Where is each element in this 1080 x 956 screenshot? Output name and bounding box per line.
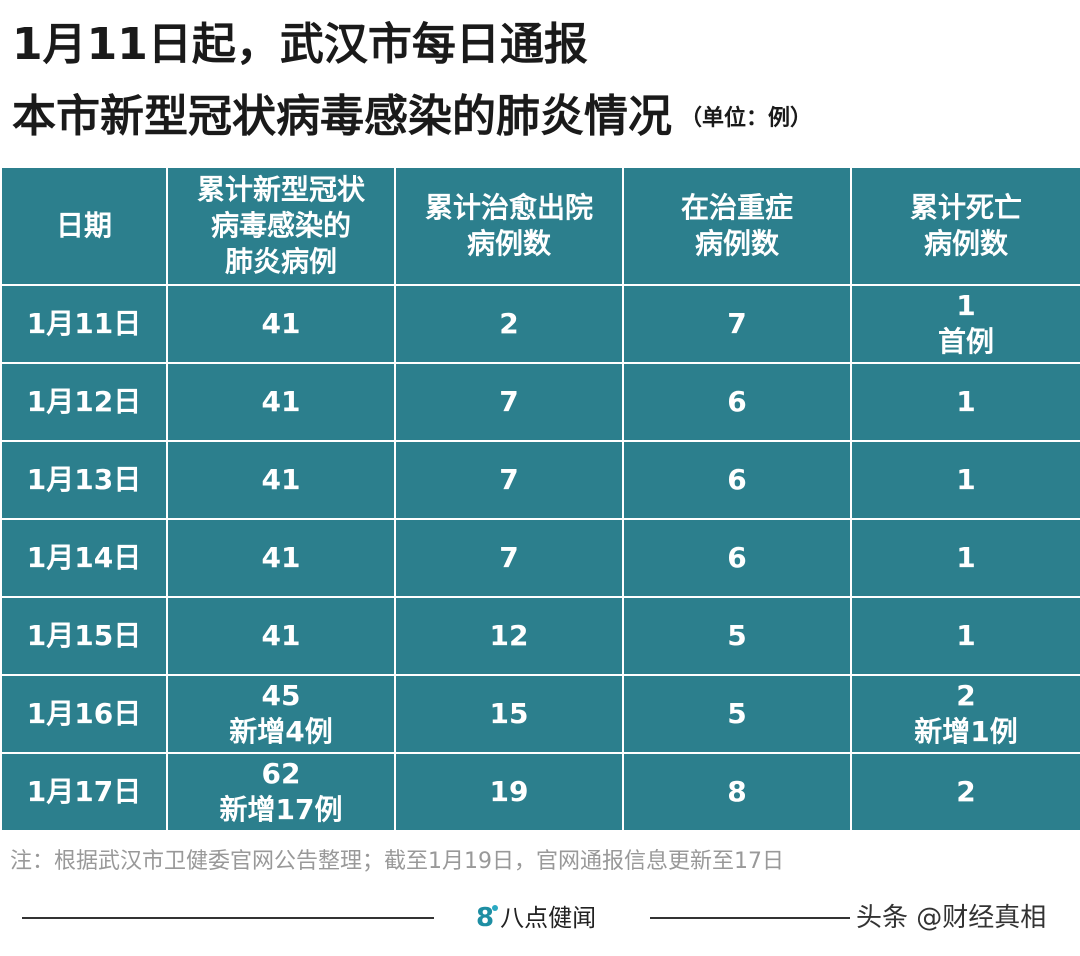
header-cured-line: 病例数 xyxy=(466,227,551,260)
cell-cases: 41 xyxy=(166,284,396,364)
cell-deaths: 2 新增1例 xyxy=(850,674,1080,754)
cell-severe: 6 xyxy=(622,362,852,442)
header-severe-line: 在治重症 xyxy=(680,191,793,224)
cell-severe: 8 xyxy=(622,752,852,832)
cell-cases: 41 xyxy=(166,440,396,520)
cell-cases: 41 xyxy=(166,518,396,598)
cell-cured: 12 xyxy=(394,596,624,676)
cell-severe: 5 xyxy=(622,596,852,676)
cell-deaths: 1 xyxy=(850,518,1080,598)
cell-cases: 41 xyxy=(166,596,396,676)
table-row: 1月12日 41 7 6 1 xyxy=(0,362,1080,442)
cell-date: 1月17日 xyxy=(0,752,168,832)
cell-cases-line: 41 xyxy=(261,463,301,496)
cell-deaths: 1 首例 xyxy=(850,284,1080,364)
brand-logo-icon: 8 xyxy=(476,903,499,933)
header-cured-line: 累计治愈出院 xyxy=(424,191,593,224)
cell-cured: 7 xyxy=(394,518,624,598)
header-date-text: 日期 xyxy=(55,209,112,242)
header-cases: 累计新型冠状 病毒感染的 肺炎病例 xyxy=(166,166,396,286)
header-cases-line: 累计新型冠状 xyxy=(196,173,365,206)
cell-deaths-line: 1 xyxy=(956,541,976,574)
cell-deaths-line: 1 xyxy=(956,619,976,652)
watermark: 头条 @财经真相 xyxy=(856,903,1047,933)
cell-cases-line: 62 xyxy=(261,757,301,790)
table-header-row: 日期 累计新型冠状 病毒感染的 肺炎病例 累计治愈出院 病例数 在治重症 病例数… xyxy=(0,166,1080,286)
cell-cases-line: 45 xyxy=(261,679,301,712)
cell-cured: 15 xyxy=(394,674,624,754)
source-note: 注：根据武汉市卫健委官网公告整理；截至1月19日，官网通报信息更新至17日 xyxy=(10,849,784,874)
cell-cases-line: 新增17例 xyxy=(219,793,343,826)
cell-date: 1月11日 xyxy=(0,284,168,364)
cell-severe: 6 xyxy=(622,440,852,520)
cell-cured: 2 xyxy=(394,284,624,364)
footer-divider-left xyxy=(22,917,434,919)
page-title-line2: 本市新型冠状病毒感染的肺炎情况 （单位：例） xyxy=(12,90,812,146)
table-row: 1月13日 41 7 6 1 xyxy=(0,440,1080,520)
cell-cases-line: 41 xyxy=(261,619,301,652)
cell-deaths-line: 1 xyxy=(956,289,976,322)
cell-cured: 7 xyxy=(394,440,624,520)
cell-date: 1月15日 xyxy=(0,596,168,676)
statistics-table: 日期 累计新型冠状 病毒感染的 肺炎病例 累计治愈出院 病例数 在治重症 病例数… xyxy=(0,166,1080,832)
cell-severe: 7 xyxy=(622,284,852,364)
cell-deaths-line: 2 xyxy=(956,679,976,712)
cell-deaths: 1 xyxy=(850,440,1080,520)
cell-deaths-line: 2 xyxy=(956,775,976,808)
cell-deaths: 1 xyxy=(850,596,1080,676)
header-date: 日期 xyxy=(0,166,168,286)
table-row: 1月16日 45 新增4例 15 5 2 新增1例 xyxy=(0,674,1080,754)
cell-deaths-line: 首例 xyxy=(937,325,994,358)
cell-cases-line: 41 xyxy=(261,541,301,574)
header-cases-line: 肺炎病例 xyxy=(224,245,337,278)
cell-cases-line: 41 xyxy=(261,307,301,340)
cell-date: 1月13日 xyxy=(0,440,168,520)
cell-cases: 41 xyxy=(166,362,396,442)
header-deaths: 累计死亡 病例数 xyxy=(850,166,1080,286)
table-row: 1月14日 41 7 6 1 xyxy=(0,518,1080,598)
footer-divider-right xyxy=(650,917,850,919)
cell-deaths: 1 xyxy=(850,362,1080,442)
cell-deaths: 2 xyxy=(850,752,1080,832)
cell-date: 1月16日 xyxy=(0,674,168,754)
table-row: 1月15日 41 12 5 1 xyxy=(0,596,1080,676)
cell-cases: 45 新增4例 xyxy=(166,674,396,754)
title-main: 本市新型冠状病毒感染的肺炎情况 xyxy=(12,91,672,142)
cell-cured: 7 xyxy=(394,362,624,442)
cell-date: 1月14日 xyxy=(0,518,168,598)
header-deaths-line: 累计死亡 xyxy=(909,191,1022,224)
cell-cases: 62 新增17例 xyxy=(166,752,396,832)
cell-severe: 5 xyxy=(622,674,852,754)
header-severe: 在治重症 病例数 xyxy=(622,166,852,286)
cell-cases-line: 新增4例 xyxy=(229,715,333,748)
page-title-line1: 1月11日起，武汉市每日通报 xyxy=(12,19,588,70)
header-cured: 累计治愈出院 病例数 xyxy=(394,166,624,286)
cell-severe: 6 xyxy=(622,518,852,598)
table-body: 1月11日 41 2 7 1 首例 1月12日 41 7 6 1 1月13日 41 7 6 1 1月14日 41 7… xyxy=(0,284,1080,832)
table-row: 1月11日 41 2 7 1 首例 xyxy=(0,284,1080,364)
cell-cases-line: 41 xyxy=(261,385,301,418)
header-severe-line: 病例数 xyxy=(694,227,779,260)
header-deaths-line: 病例数 xyxy=(923,227,1008,260)
header-cases-line: 病毒感染的 xyxy=(210,209,351,242)
cell-deaths-line: 新增1例 xyxy=(914,715,1018,748)
unit-label: （单位：例） xyxy=(680,106,813,131)
cell-cured: 19 xyxy=(394,752,624,832)
cell-deaths-line: 1 xyxy=(956,385,976,418)
cell-deaths-line: 1 xyxy=(956,463,976,496)
cell-date: 1月12日 xyxy=(0,362,168,442)
brand-name: 八点健闻 xyxy=(500,904,597,932)
table-row: 1月17日 62 新增17例 19 8 2 xyxy=(0,752,1080,832)
brand-label: 8 八点健闻 xyxy=(476,898,596,933)
